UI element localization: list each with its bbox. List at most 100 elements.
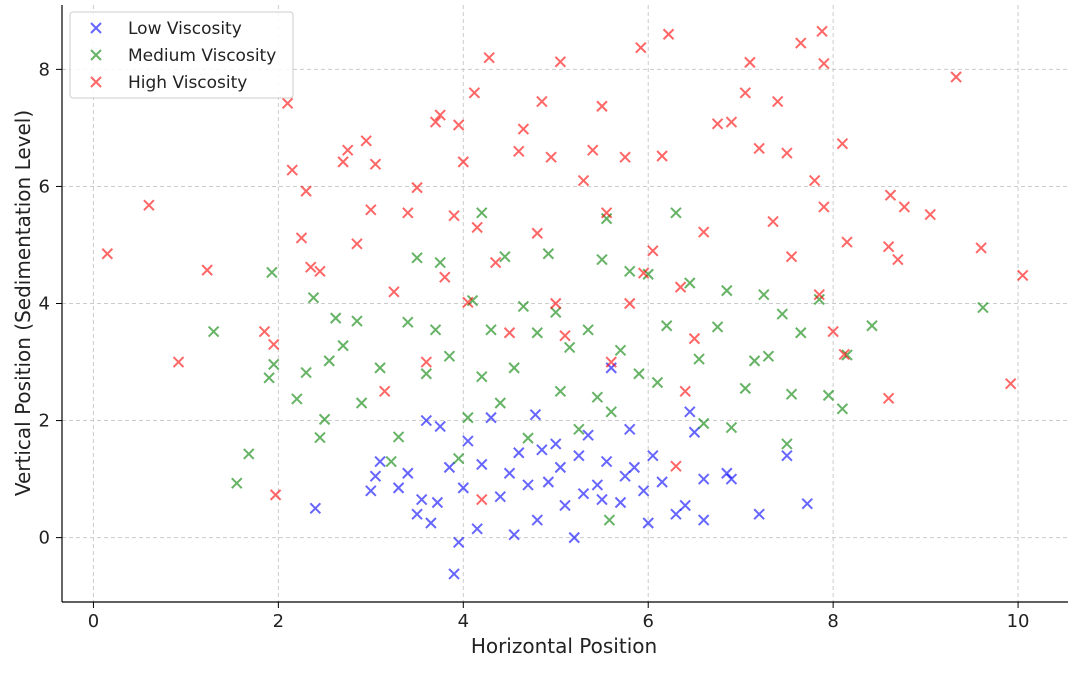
data-point — [420, 414, 433, 427]
data-point — [388, 286, 400, 298]
data-point — [429, 324, 442, 336]
data-point — [263, 372, 275, 384]
data-point — [513, 447, 525, 459]
data-point — [619, 470, 631, 482]
data-point — [531, 327, 543, 339]
data-point — [975, 242, 987, 254]
data-point — [434, 256, 446, 269]
data-point — [201, 264, 213, 276]
data-point — [457, 482, 469, 494]
data-point — [300, 185, 312, 197]
data-point — [485, 411, 497, 424]
x-tick-label: 2 — [273, 611, 284, 632]
data-point — [508, 362, 520, 374]
data-point — [550, 306, 562, 318]
data-point — [559, 329, 571, 342]
data-point — [647, 449, 659, 462]
data-point — [739, 87, 752, 99]
data-point — [818, 201, 830, 213]
data-point — [591, 479, 604, 491]
data-point — [744, 56, 756, 69]
data-point — [614, 344, 627, 357]
data-point — [439, 271, 451, 283]
data-point — [818, 57, 830, 70]
data-point — [841, 349, 853, 361]
x-tick-label: 8 — [827, 611, 838, 632]
data-point — [748, 355, 761, 367]
series-high-viscosity — [101, 25, 1029, 506]
data-point — [721, 284, 733, 297]
data-point — [431, 496, 444, 509]
data-point — [411, 508, 423, 520]
series-medium-viscosity — [207, 207, 989, 526]
data-point — [600, 455, 613, 468]
data-point — [468, 87, 481, 99]
data-point — [360, 135, 372, 147]
data-point — [402, 316, 414, 328]
data-point — [385, 455, 397, 468]
y-tick-label: 8 — [39, 59, 50, 80]
data-point — [554, 385, 567, 398]
legend-box — [69, 11, 294, 99]
data-point — [378, 385, 391, 398]
data-point — [483, 51, 495, 64]
data-point — [808, 174, 821, 187]
data-point — [635, 42, 647, 54]
data-point — [637, 485, 650, 497]
data-point — [591, 391, 604, 403]
data-point — [884, 189, 897, 201]
data-point — [573, 423, 585, 436]
data-point — [448, 568, 460, 580]
data-point — [679, 499, 691, 512]
data-point — [725, 116, 738, 128]
data-point — [365, 485, 377, 497]
legend-marker — [90, 22, 102, 34]
data-point — [753, 142, 765, 155]
data-point — [476, 207, 488, 219]
data-point — [651, 376, 664, 389]
data-point — [351, 238, 363, 250]
data-point — [619, 151, 631, 163]
data-point — [661, 320, 673, 332]
data-point — [365, 204, 377, 216]
data-point — [266, 266, 278, 279]
data-point — [559, 499, 571, 512]
data-point — [499, 250, 511, 263]
data-point — [531, 227, 543, 239]
data-point — [739, 382, 752, 395]
data-point — [286, 164, 298, 176]
data-point — [231, 477, 243, 489]
data-point — [476, 458, 488, 471]
data-point — [836, 403, 849, 415]
data-point — [305, 261, 317, 273]
data-points — [101, 25, 1029, 580]
data-point — [554, 56, 567, 68]
data-point — [587, 144, 599, 156]
data-point — [513, 145, 525, 158]
data-point — [892, 253, 904, 266]
data-point — [522, 479, 534, 491]
data-point — [268, 358, 280, 371]
data-point — [536, 95, 548, 108]
data-point — [642, 517, 654, 529]
data-point — [725, 421, 738, 434]
data-point — [462, 411, 474, 424]
data-point — [462, 296, 474, 309]
data-point — [207, 325, 220, 338]
data-point — [434, 420, 446, 433]
data-point — [476, 370, 488, 383]
data-point — [781, 438, 793, 450]
data-point — [517, 123, 530, 135]
data-point — [531, 514, 543, 526]
data-point — [781, 147, 793, 159]
data-point — [434, 109, 446, 121]
data-point — [711, 118, 724, 130]
data-point — [1016, 269, 1029, 282]
data-point — [662, 28, 675, 40]
data-point — [563, 341, 576, 354]
data-point — [471, 523, 483, 535]
legend-label: Medium Viscosity — [128, 46, 276, 66]
data-point — [529, 408, 542, 421]
data-point — [471, 221, 483, 234]
data-point — [647, 245, 659, 257]
